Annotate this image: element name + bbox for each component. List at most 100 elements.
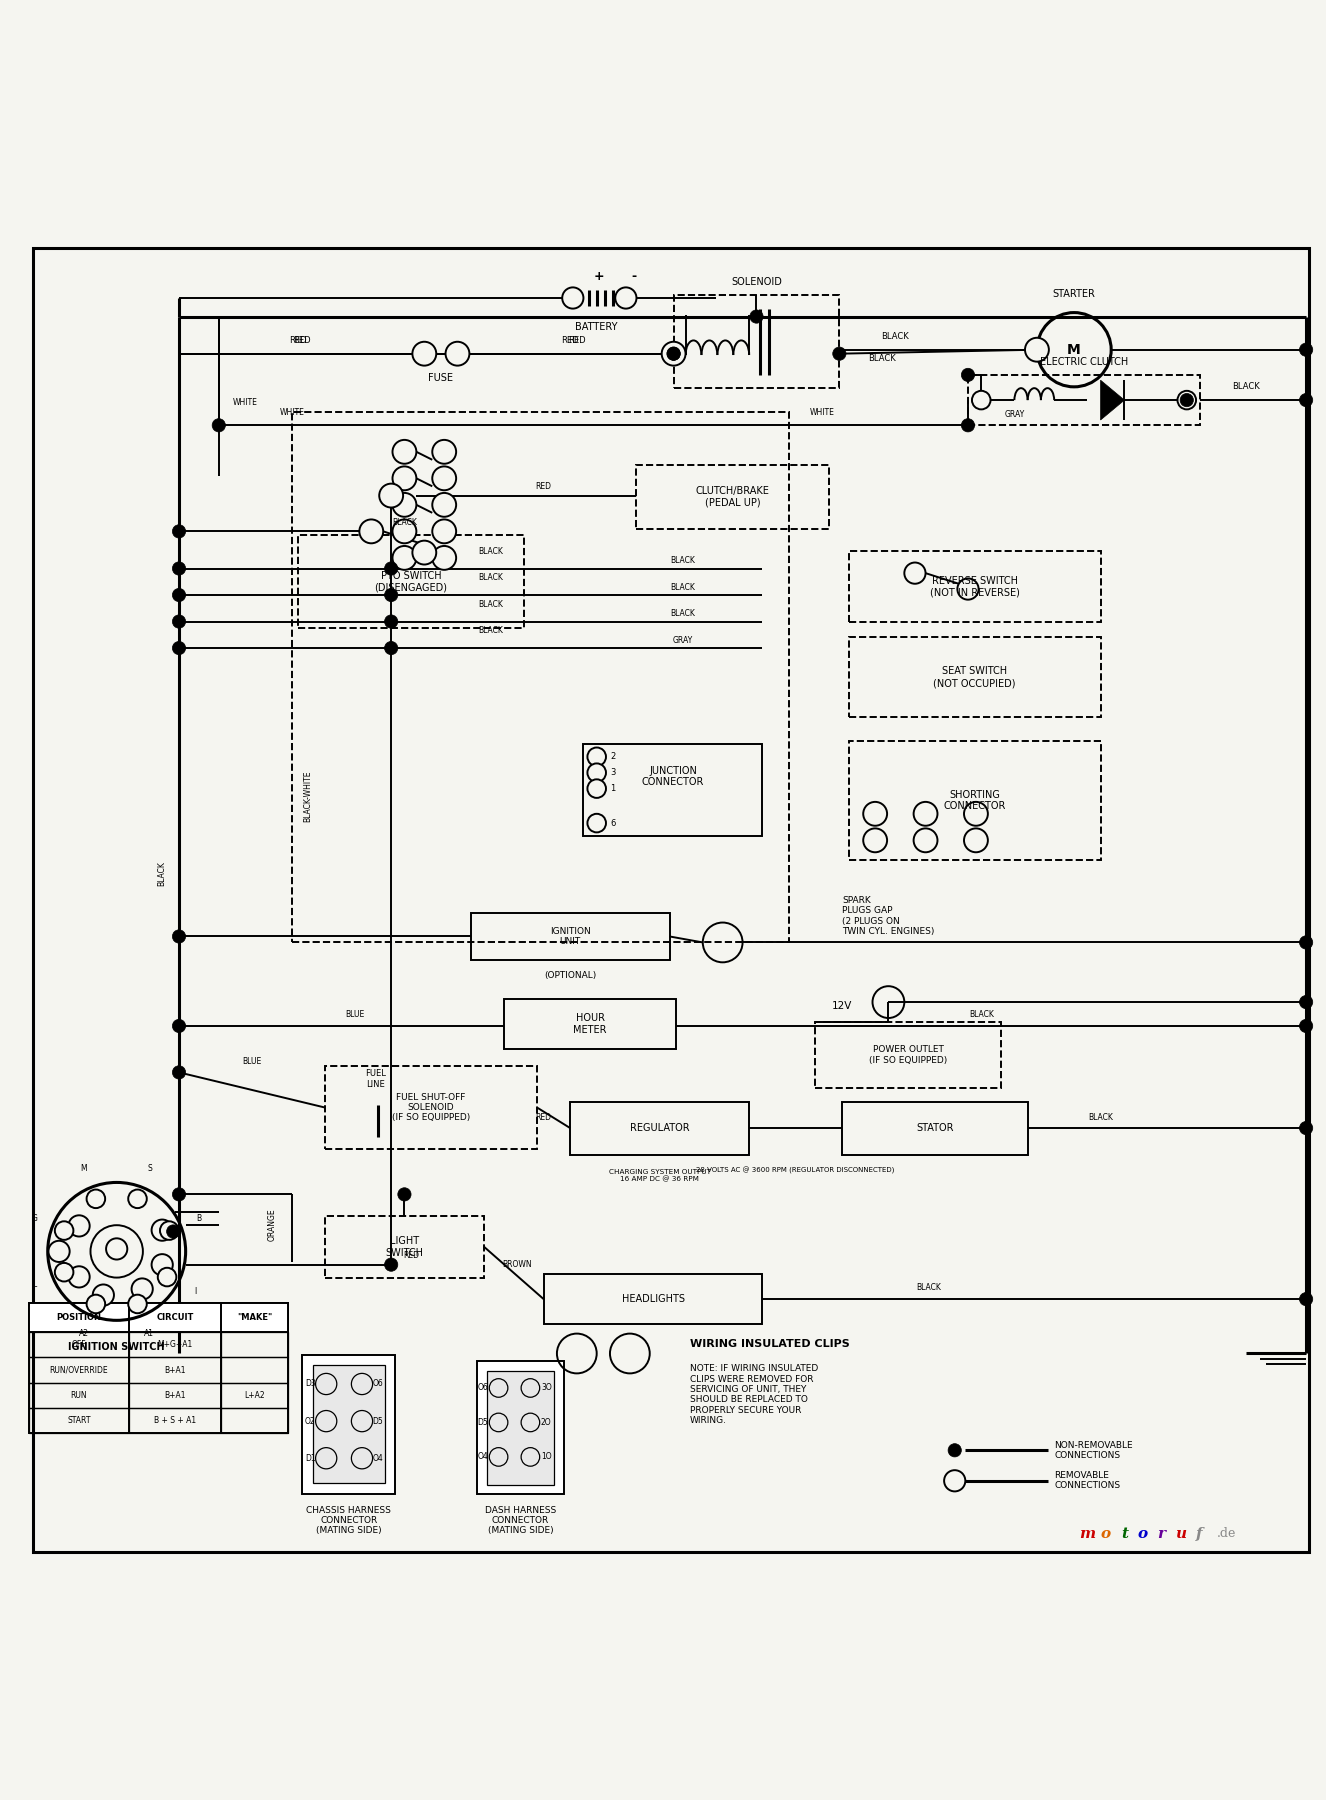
Text: B+A1: B+A1 xyxy=(164,1366,186,1375)
Text: D5: D5 xyxy=(477,1418,488,1427)
Text: .de: .de xyxy=(1217,1528,1237,1541)
Text: 1O: 1O xyxy=(541,1453,552,1462)
Text: O2: O2 xyxy=(305,1417,316,1426)
Text: O4: O4 xyxy=(373,1454,383,1463)
Text: B+A1: B+A1 xyxy=(164,1391,186,1400)
Bar xyxy=(29,1303,288,1433)
Text: WHITE: WHITE xyxy=(280,407,304,416)
Text: WHITE: WHITE xyxy=(233,398,257,407)
Circle shape xyxy=(86,1294,105,1314)
Circle shape xyxy=(863,801,887,826)
Text: BLACK: BLACK xyxy=(882,331,908,340)
Bar xyxy=(674,295,839,389)
Text: BROWN: BROWN xyxy=(503,1260,532,1269)
Text: BLACK: BLACK xyxy=(479,599,503,608)
Text: BLACK: BLACK xyxy=(1089,1112,1113,1121)
Bar xyxy=(29,1382,288,1408)
Text: ELECTRIC CLUTCH: ELECTRIC CLUTCH xyxy=(1040,356,1128,367)
Bar xyxy=(477,1361,564,1494)
Text: D5: D5 xyxy=(373,1417,383,1426)
Text: BATTERY: BATTERY xyxy=(575,322,618,333)
Text: CIRCUIT: CIRCUIT xyxy=(156,1314,194,1323)
Text: RUN/OVERRIDE: RUN/OVERRIDE xyxy=(49,1366,109,1375)
Circle shape xyxy=(944,1471,965,1492)
Text: BLACK: BLACK xyxy=(671,583,695,592)
Circle shape xyxy=(833,347,846,360)
Circle shape xyxy=(172,589,186,601)
Text: f: f xyxy=(1196,1526,1201,1541)
Circle shape xyxy=(1299,344,1313,356)
Bar xyxy=(849,742,1101,860)
Circle shape xyxy=(964,828,988,851)
Text: r: r xyxy=(1158,1526,1166,1541)
Circle shape xyxy=(964,801,988,826)
Circle shape xyxy=(392,466,416,490)
Circle shape xyxy=(412,540,436,565)
Text: WHITE: WHITE xyxy=(810,407,834,416)
Text: ORANGE: ORANGE xyxy=(268,1208,276,1242)
Text: O6: O6 xyxy=(373,1379,383,1388)
Circle shape xyxy=(106,1238,127,1260)
Text: START: START xyxy=(68,1417,90,1426)
Circle shape xyxy=(151,1255,172,1276)
Circle shape xyxy=(1299,1121,1313,1134)
Bar xyxy=(29,1408,288,1433)
Bar xyxy=(544,1274,762,1325)
Text: O4: O4 xyxy=(477,1453,488,1462)
Text: RED: RED xyxy=(293,337,312,346)
Text: POSITION: POSITION xyxy=(57,1314,101,1323)
Circle shape xyxy=(432,545,456,571)
Text: CLUTCH/BRAKE
(PEDAL UP): CLUTCH/BRAKE (PEDAL UP) xyxy=(696,486,769,508)
Bar xyxy=(849,551,1101,621)
Bar xyxy=(636,464,829,529)
Circle shape xyxy=(957,578,979,599)
Text: HOUR
METER: HOUR METER xyxy=(573,1013,607,1035)
Circle shape xyxy=(69,1215,90,1237)
Text: POWER OUTLET
(IF SO EQUIPPED): POWER OUTLET (IF SO EQUIPPED) xyxy=(869,1046,948,1066)
Text: BLACK: BLACK xyxy=(1233,382,1260,391)
Text: DASH HARNESS
CONNECTOR
(MATING SIDE): DASH HARNESS CONNECTOR (MATING SIDE) xyxy=(485,1505,556,1535)
Circle shape xyxy=(863,828,887,851)
Circle shape xyxy=(948,1444,961,1456)
Text: HEADLIGHTS: HEADLIGHTS xyxy=(622,1294,684,1305)
Text: o: o xyxy=(1101,1526,1111,1541)
Circle shape xyxy=(172,562,186,576)
Circle shape xyxy=(167,1224,180,1238)
Bar xyxy=(298,535,524,628)
Text: 3O: 3O xyxy=(541,1384,552,1393)
Text: 6: 6 xyxy=(610,819,615,828)
Text: 3: 3 xyxy=(610,769,615,778)
Circle shape xyxy=(385,616,398,628)
Bar xyxy=(504,999,676,1049)
Circle shape xyxy=(392,545,416,571)
Text: RED: RED xyxy=(403,1251,419,1260)
Text: BLACK: BLACK xyxy=(479,626,503,635)
Bar xyxy=(815,1022,1001,1089)
Circle shape xyxy=(904,563,926,583)
Text: L+A2: L+A2 xyxy=(244,1391,265,1400)
Circle shape xyxy=(432,493,456,517)
Text: 2O: 2O xyxy=(541,1418,552,1427)
Circle shape xyxy=(914,801,937,826)
Circle shape xyxy=(172,1019,186,1033)
Text: D3: D3 xyxy=(305,1379,316,1388)
Text: BLUE: BLUE xyxy=(346,1010,365,1019)
Circle shape xyxy=(172,931,186,943)
Text: m: m xyxy=(1079,1526,1095,1541)
Circle shape xyxy=(667,347,680,360)
Circle shape xyxy=(172,616,186,628)
Circle shape xyxy=(86,1190,105,1208)
Circle shape xyxy=(432,439,456,464)
Circle shape xyxy=(160,1220,179,1240)
Circle shape xyxy=(172,641,186,655)
Text: RED: RED xyxy=(568,337,586,346)
Circle shape xyxy=(587,779,606,797)
Text: SPARK
PLUGS GAP
(2 PLUGS ON
TWIN CYL. ENGINES): SPARK PLUGS GAP (2 PLUGS ON TWIN CYL. EN… xyxy=(842,896,935,936)
Bar xyxy=(313,1366,385,1483)
Polygon shape xyxy=(1101,380,1124,419)
Text: L: L xyxy=(32,1280,36,1289)
Text: BLACK: BLACK xyxy=(969,1010,993,1019)
Text: FUEL SHUT-OFF
SOLENOID
(IF SO EQUIPPED): FUEL SHUT-OFF SOLENOID (IF SO EQUIPPED) xyxy=(391,1093,471,1123)
Text: 1: 1 xyxy=(610,785,615,794)
Circle shape xyxy=(385,562,398,576)
